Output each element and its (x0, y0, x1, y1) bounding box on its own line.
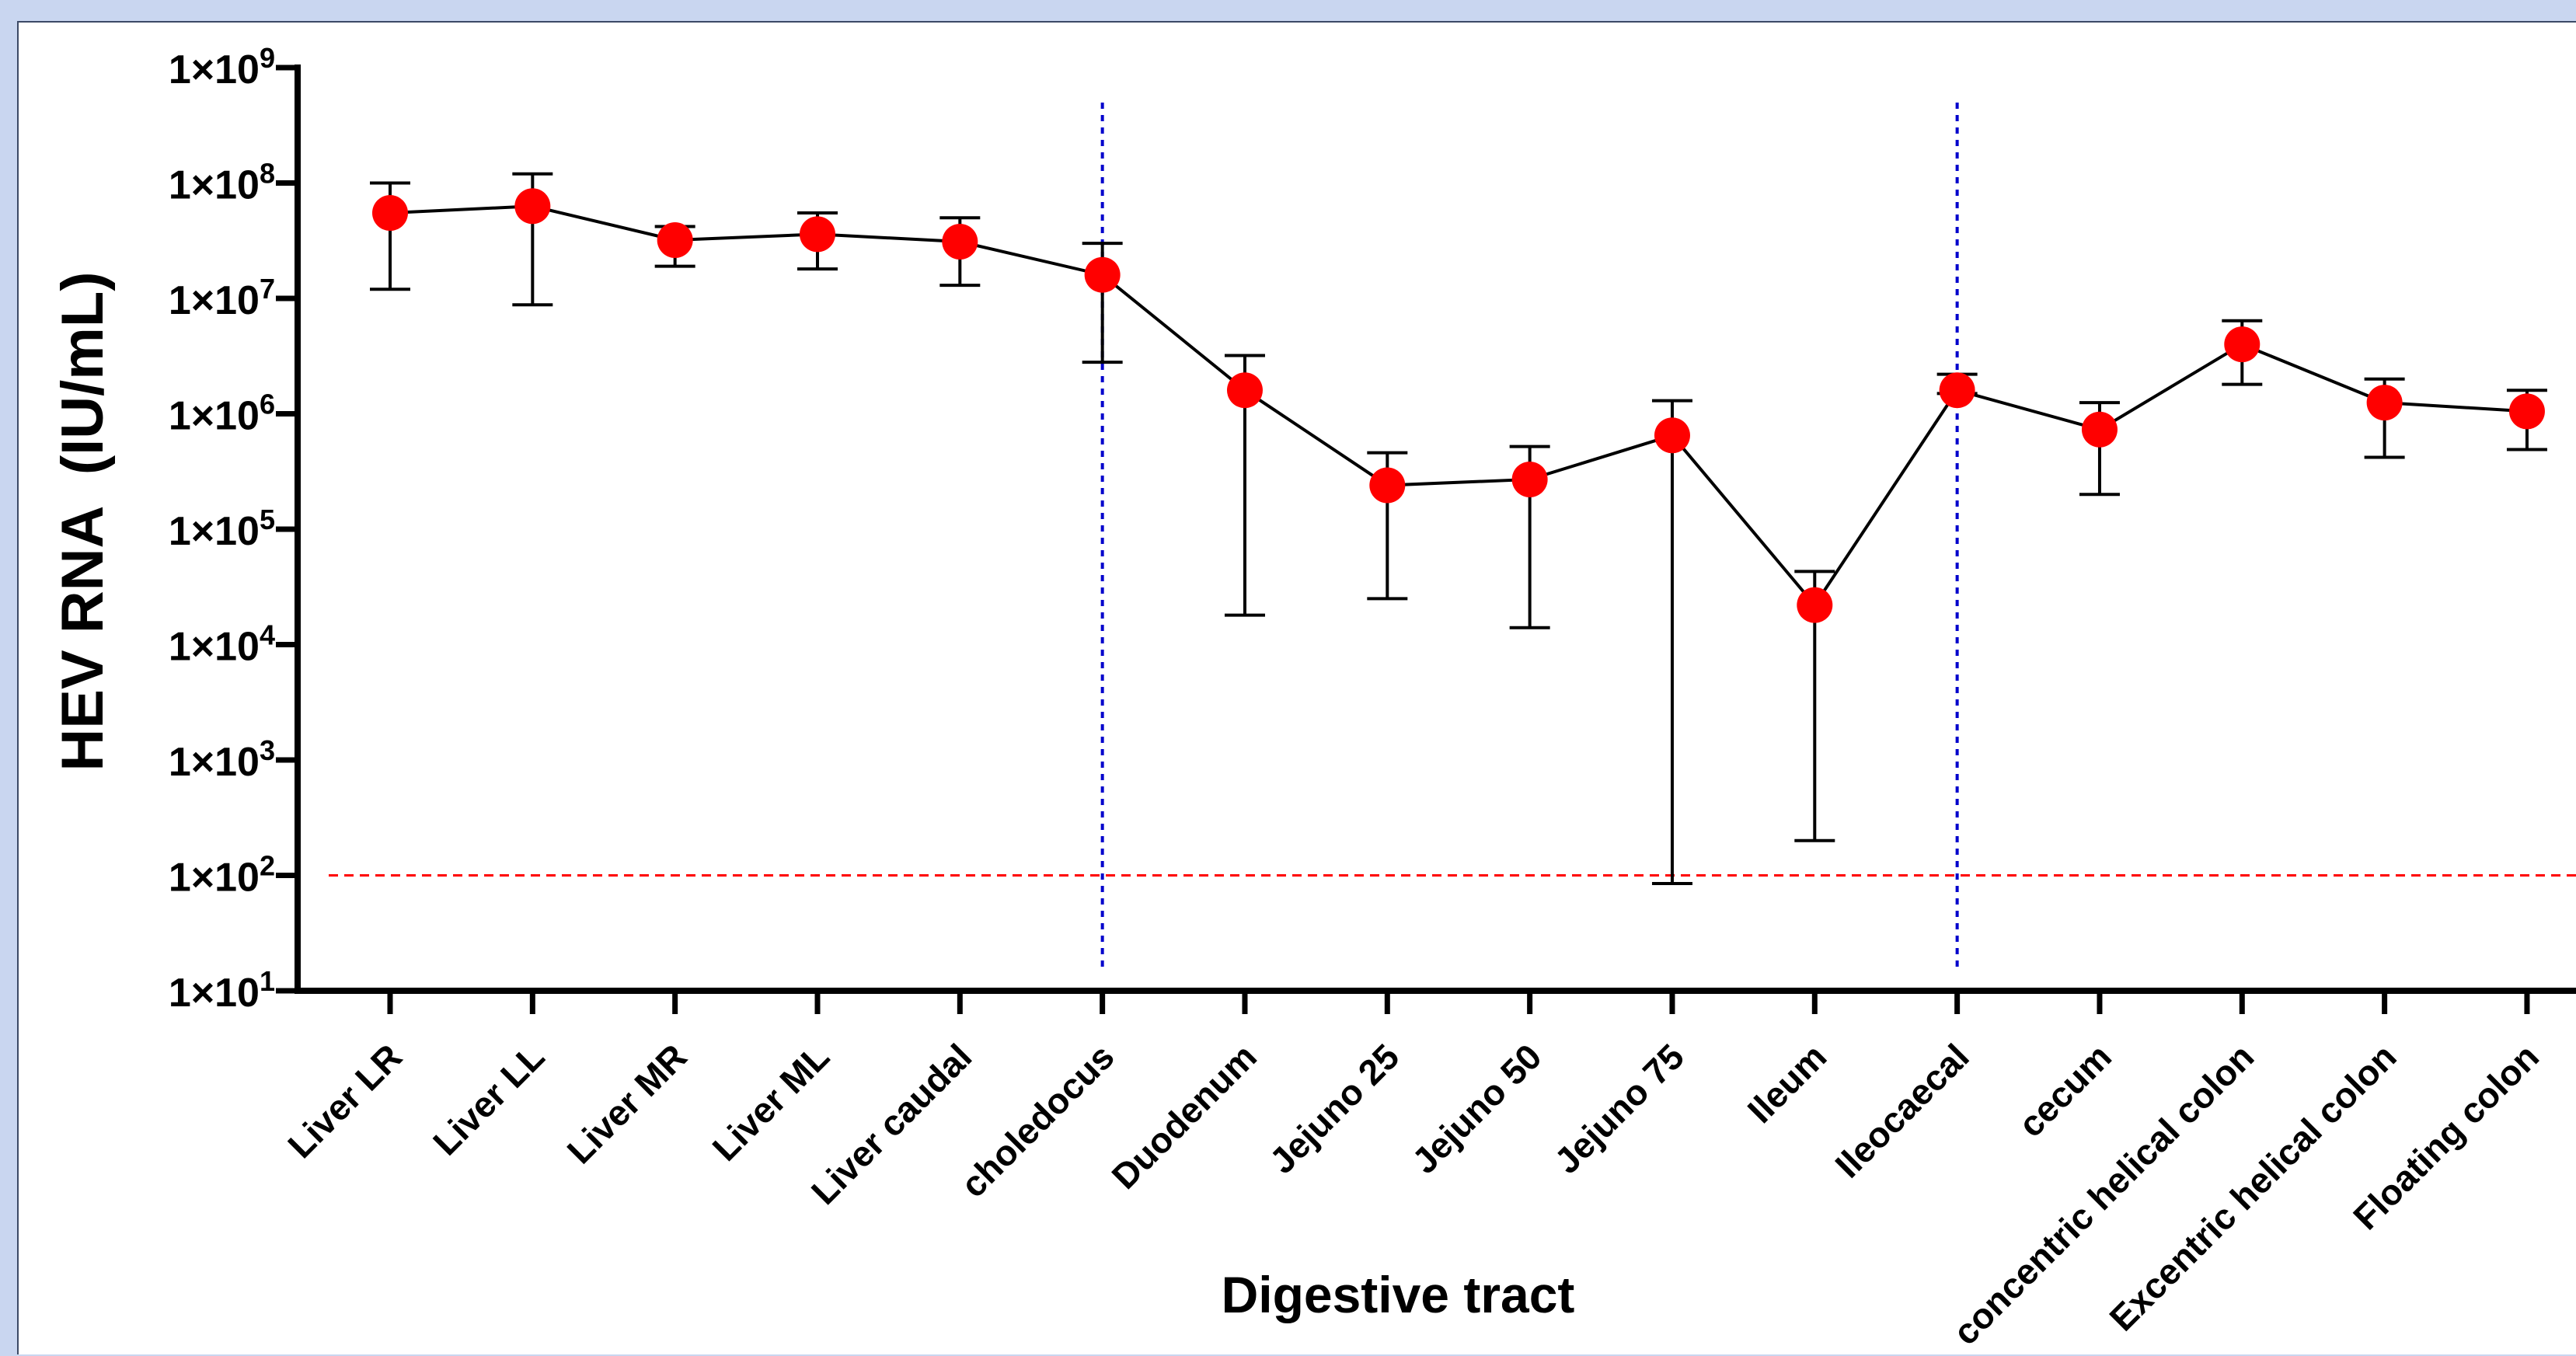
y-tick-label: 1×105 (169, 504, 275, 554)
data-point (2508, 393, 2545, 430)
data-point (1084, 256, 1121, 293)
y-tick-label: 1×108 (169, 158, 275, 208)
x-tick-label: Liver LR (280, 1036, 410, 1166)
data-point (514, 188, 551, 225)
y-tick-label: 1×106 (169, 389, 275, 439)
data-point (799, 216, 835, 253)
x-tick-label: Jejuno 75 (1546, 1036, 1692, 1181)
x-tick-label: Duodenum (1103, 1036, 1264, 1197)
y-tick-label: 1×107 (169, 273, 275, 323)
y-tick-label: 1×104 (169, 619, 275, 670)
series-line (389, 204, 2528, 608)
y-tick-label: 1×109 (169, 42, 275, 92)
x-tick-label: Liver ML (705, 1036, 838, 1169)
data-point (1939, 372, 1975, 409)
data-point (657, 221, 693, 258)
y-tick-label: 1×102 (169, 850, 275, 901)
data-point (1369, 467, 1406, 504)
y-tick-label: 1×103 (169, 734, 275, 785)
x-tick-label: Liver LL (425, 1036, 552, 1163)
data-point (372, 195, 408, 232)
data-point (1226, 372, 1263, 409)
hev-rna-chart: 1×101 1×102 1×103 1×104 1×105 1×106 1×107 1×108… (50, 42, 2576, 1353)
x-tick-label: Excentric helical colon (2101, 1036, 2403, 1338)
x-tick-label: Liver MR (559, 1036, 695, 1171)
x-tick-label: Ileocaecal (1827, 1036, 1976, 1185)
data-point (1797, 587, 1833, 623)
y-tick-label: 1×101 (169, 965, 275, 1016)
data-point (1511, 461, 1548, 497)
x-tick-label: Jejuno 50 (1404, 1036, 1549, 1181)
data-point (2081, 411, 2118, 448)
x-tick-label: Jejuno 25 (1262, 1036, 1407, 1181)
data-point (2366, 385, 2403, 421)
x-tick-label: Ileum (1740, 1036, 1835, 1131)
data-point (2224, 326, 2261, 363)
x-tick-label: cecum (2010, 1036, 2119, 1145)
data-point (1654, 417, 1690, 454)
y-axis-title: HEV RNA (IU/mL) (50, 271, 116, 771)
x-axis-title: Digestive tract (1222, 1266, 1575, 1323)
x-tick-label: concentric helical colon (1945, 1036, 2261, 1352)
x-tick-label: choledocus (953, 1036, 1122, 1205)
chart-frame: 1×101 1×102 1×103 1×104 1×105 1×106 1×107 1×108… (17, 21, 2576, 1354)
data-point (942, 224, 978, 260)
